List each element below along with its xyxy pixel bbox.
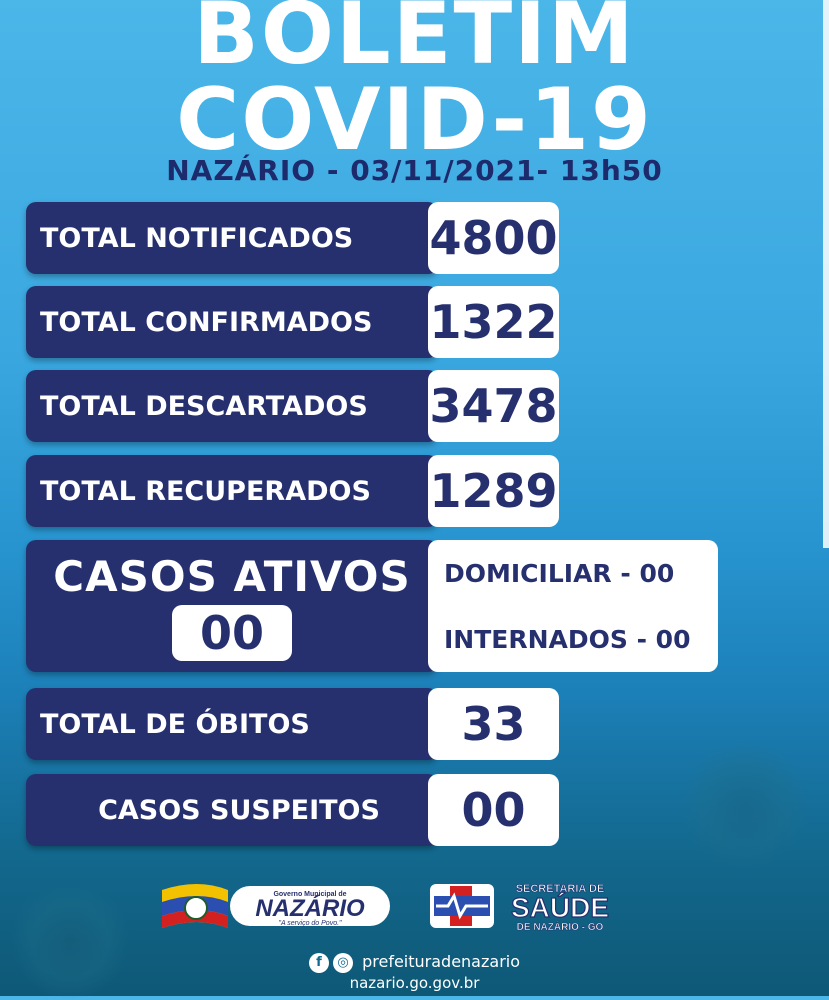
svg-text:SAÚDE: SAÚDE [511, 892, 609, 923]
svg-text:SECRETARIA DE: SECRETARIA DE [516, 883, 605, 895]
active-cases-box: CASOS ATIVOS 00 [26, 540, 438, 672]
active-cases-count: 00 [172, 604, 292, 661]
active-cases-label: CASOS ATIVOS [53, 551, 411, 601]
stat-label: TOTAL DE ÓBITOS [26, 688, 438, 760]
instagram-icon[interactable]: ◎ [333, 952, 353, 973]
svg-text:NAZÁRIO: NAZÁRIO [255, 894, 365, 922]
social-handle[interactable]: prefeituradenazario [362, 952, 520, 971]
nazario-municipal-logo: Governo Municipal de NAZÁRIO "A serviço … [162, 884, 390, 928]
stat-label: TOTAL NOTIFICADOS [26, 202, 438, 274]
website-link[interactable]: nazario.go.gov.br [349, 974, 480, 992]
domiciliar-count: DOMICILIAR - 00 [444, 558, 675, 588]
saude-secretaria-logo: SECRETARIA DE SAÚDE DE NAZÁRIO - GO [430, 883, 610, 933]
stat-value: 33 [428, 688, 559, 760]
facebook-icon[interactable]: f [309, 952, 329, 973]
stat-value: 1322 [428, 286, 559, 358]
active-cases-breakdown: DOMICILIAR - 00 INTERNADOS - 00 [428, 540, 718, 672]
title-covid: COVID-19 [176, 70, 653, 170]
social-handle-line: f ◎ prefeituradenazario [0, 952, 829, 973]
svg-text:Governo Municipal de: Governo Municipal de [273, 891, 346, 898]
virus-decoration-left [10, 880, 130, 1000]
title-boletim: BOLETIM [193, 0, 636, 84]
stat-value: 4800 [428, 202, 559, 274]
stat-label: TOTAL CONFIRMADOS [26, 286, 438, 358]
stat-label: CASOS SUSPEITOS [26, 774, 438, 846]
right-edge-strip [823, 0, 829, 548]
stat-value: 00 [428, 774, 559, 846]
svg-text:"A serviço do Povo.": "A serviço do Povo." [278, 920, 342, 927]
stat-label: TOTAL RECUPERADOS [26, 455, 438, 527]
location-date-subtitle: NAZÁRIO - 03/11/2021- 13h50 [166, 154, 663, 187]
virus-decoration [680, 740, 810, 870]
internados-count: INTERNADOS - 00 [444, 624, 691, 654]
svg-text:DE NAZÁRIO - GO: DE NAZÁRIO - GO [517, 920, 604, 933]
stat-label: TOTAL DESCARTADOS [26, 370, 438, 442]
footer-logos: Governo Municipal de NAZÁRIO "A serviço … [0, 876, 829, 940]
stat-value: 1289 [428, 455, 559, 527]
stat-value: 3478 [428, 370, 559, 442]
